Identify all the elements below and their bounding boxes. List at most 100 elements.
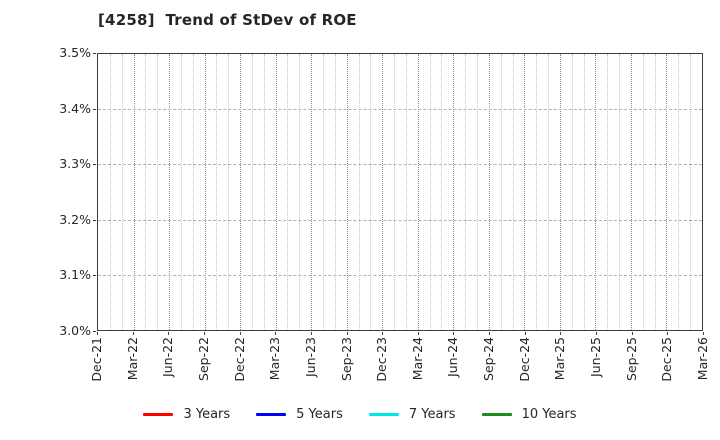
vertical-gridline (607, 54, 609, 330)
y-tick-label: 3.4% (59, 100, 91, 116)
x-tick-label: Dec-21 (89, 337, 104, 382)
x-tick-label: Mar-22 (124, 337, 140, 381)
legend-label: 10 Years (521, 406, 577, 422)
y-tick-label: 3.2% (59, 211, 91, 227)
vertical-gridline (299, 54, 301, 330)
y-tick-mark (93, 275, 96, 277)
vertical-gridline (453, 54, 455, 330)
vertical-gridline (488, 54, 490, 330)
vertical-gridline (394, 54, 396, 330)
vertical-gridline (275, 54, 277, 330)
vertical-gridline (311, 54, 313, 330)
x-tick-label: Sep-25 (623, 337, 639, 381)
vertical-gridline (630, 54, 632, 330)
y-tick-label: 3.5% (59, 45, 91, 60)
vertical-gridline (524, 54, 526, 330)
y-tick-mark (93, 331, 96, 332)
vertical-gridline (583, 54, 585, 330)
vertical-gridline (109, 54, 111, 330)
x-tick-mark (453, 332, 455, 335)
x-tick-mark (667, 332, 669, 335)
vertical-gridline (346, 54, 348, 330)
x-tick-mark (239, 332, 241, 335)
vertical-gridline (559, 54, 561, 330)
vertical-gridline (417, 54, 419, 330)
x-tick-mark (168, 332, 170, 335)
y-tick-label: 3.3% (59, 156, 91, 172)
x-tick-mark (560, 332, 562, 335)
vertical-gridline (441, 54, 443, 330)
legend-label: 3 Years (183, 406, 231, 422)
x-tick-label: Mar-25 (552, 337, 568, 381)
horizontal-gridline (98, 219, 702, 221)
x-tick-mark (596, 332, 598, 335)
legend-line-swatch-5-years (256, 412, 287, 416)
x-tick-label: Jun-22 (160, 337, 176, 377)
vertical-gridline (121, 54, 123, 330)
x-tick-mark (631, 332, 633, 335)
vertical-gridline (465, 54, 467, 330)
vertical-gridline (358, 54, 360, 330)
chart-legend: 3 Years 5 Years 7 Years 10 Years (0, 404, 720, 424)
vertical-gridline (204, 54, 206, 330)
vertical-gridline (251, 54, 253, 330)
vertical-gridline (370, 54, 372, 330)
x-tick-mark (524, 332, 526, 335)
vertical-gridline (240, 54, 242, 330)
x-tick-label: Dec-23 (374, 337, 390, 382)
vertical-gridline (169, 54, 171, 330)
y-tick-label: 3.1% (59, 267, 91, 283)
x-tick-label: Mar-24 (409, 337, 425, 381)
x-tick-mark (203, 332, 205, 335)
horizontal-gridline (98, 109, 702, 111)
vertical-gridline (382, 54, 384, 330)
legend-line-swatch-3-years (143, 412, 174, 416)
vertical-gridline (216, 54, 218, 330)
vertical-gridline (500, 54, 502, 330)
y-tick-mark (93, 219, 96, 221)
y-tick-mark (93, 164, 96, 166)
vertical-gridline (666, 54, 668, 330)
x-tick-label: Dec-25 (659, 337, 675, 382)
vertical-gridline (334, 54, 336, 330)
x-tick-mark (382, 332, 384, 335)
x-tick-label: Jun-24 (445, 337, 461, 377)
vertical-gridline (228, 54, 230, 330)
x-tick-label: Jun-23 (302, 337, 318, 377)
vertical-gridline (405, 54, 407, 330)
x-tick-mark (417, 332, 419, 335)
horizontal-gridline (98, 164, 702, 166)
x-tick-label: Dec-24 (516, 337, 532, 382)
legend-line-swatch-7-years (368, 412, 399, 416)
vertical-gridline (263, 54, 265, 330)
horizontal-gridline (98, 274, 702, 276)
legend-item-10-years: 10 Years (481, 406, 577, 422)
vertical-gridline (476, 54, 478, 330)
x-tick-mark (310, 332, 312, 335)
legend-item-7-years: 7 Years (368, 407, 456, 422)
y-tick-mark (93, 53, 96, 54)
x-tick-label: Jun-25 (588, 337, 604, 377)
vertical-gridline (595, 54, 597, 330)
legend-item-3-years: 3 Years (143, 407, 230, 422)
vertical-gridline (287, 54, 289, 330)
vertical-gridline (654, 54, 656, 330)
vertical-gridline (678, 54, 680, 330)
x-tick-mark (346, 332, 348, 335)
vertical-gridline (145, 54, 147, 330)
vertical-gridline (180, 54, 182, 330)
vertical-gridline (571, 54, 573, 330)
vertical-gridline (323, 54, 325, 330)
x-tick-label: Sep-22 (195, 337, 211, 381)
y-tick-label: 3.0% (59, 323, 91, 338)
x-tick-mark (132, 332, 134, 335)
vertical-gridline (157, 54, 159, 330)
x-tick-label: Sep-24 (481, 337, 497, 381)
vertical-gridline (619, 54, 621, 330)
legend-item-5-years: 5 Years (256, 407, 343, 422)
vertical-gridline (133, 54, 135, 330)
x-tick-label: Dec-22 (231, 337, 247, 382)
chart-title: [4258] Trend of StDev of ROE (98, 11, 357, 29)
legend-line-swatch-10-years (481, 412, 512, 416)
legend-label: 5 Years (296, 406, 343, 422)
